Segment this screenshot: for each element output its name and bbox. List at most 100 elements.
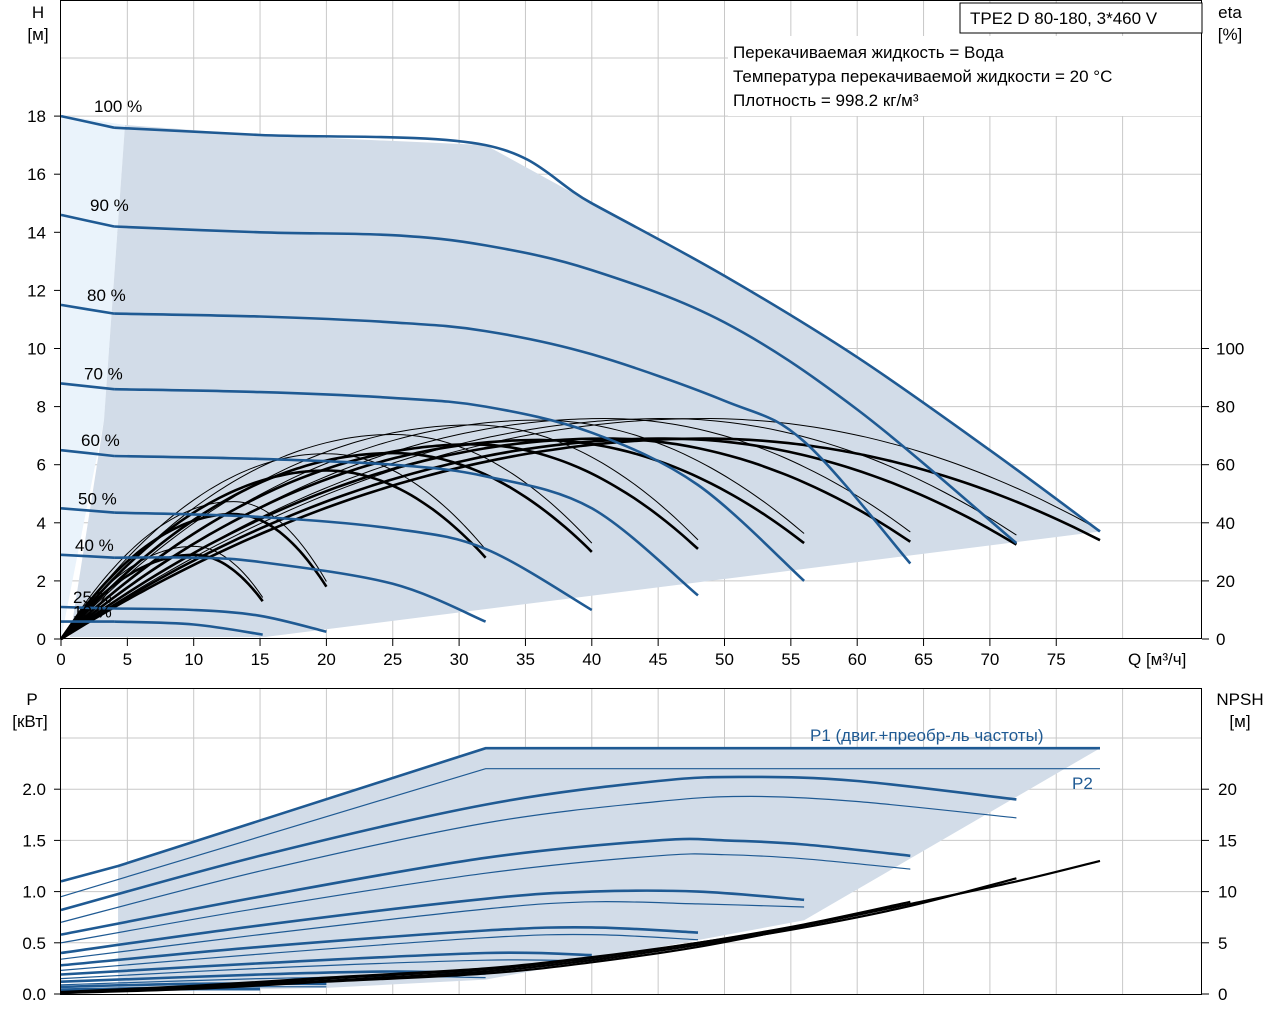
y-left-tick-label: 16 bbox=[27, 165, 46, 184]
y-right-tick-label: 5 bbox=[1218, 934, 1227, 953]
efficiency-curve-thin bbox=[60, 501, 327, 640]
y-left-axis-unit: [кВт] bbox=[12, 712, 47, 731]
head-curve-lead bbox=[60, 507, 115, 514]
y-left-tick-label: 2 bbox=[37, 572, 46, 591]
head-curve bbox=[114, 454, 699, 597]
liquid-info-line: Перекачиваемая жидкость = Вода bbox=[733, 43, 1004, 62]
efficiency-curve bbox=[60, 437, 1101, 641]
p2-curve bbox=[60, 959, 592, 980]
y-right-tick-label: 60 bbox=[1216, 456, 1235, 475]
head-curve bbox=[114, 607, 327, 633]
head-curve bbox=[114, 620, 263, 636]
liquid-info-box bbox=[728, 36, 1201, 116]
head-curve bbox=[114, 387, 805, 582]
speed-label: 80 % bbox=[87, 286, 126, 305]
x-tick-label: 65 bbox=[914, 650, 933, 669]
power-operating-area bbox=[118, 748, 1101, 992]
efficiency-curves bbox=[59, 417, 1101, 641]
y-left-tick-label: 1.5 bbox=[22, 831, 46, 850]
head-chart-frame bbox=[60, 0, 1202, 639]
p2-label: P2 bbox=[1072, 774, 1093, 793]
y-right-tick-label: 10 bbox=[1218, 883, 1237, 902]
speed-label: 60 % bbox=[81, 431, 120, 450]
low-flow-region bbox=[61, 115, 125, 639]
head-curve-lead bbox=[60, 448, 115, 458]
y-right-axis-unit: [м] bbox=[1229, 712, 1250, 731]
head-operating-area bbox=[61, 115, 1101, 639]
x-tick-label: 35 bbox=[516, 650, 535, 669]
head-curve bbox=[114, 225, 1018, 545]
model-box bbox=[959, 2, 1203, 34]
speed-labels: 100 % 90 % 80 % 70 % 60 % 50 % 40 % 25 %10 % bbox=[73, 97, 142, 621]
npsh-curves bbox=[60, 859, 1101, 995]
operating-region bbox=[70, 125, 1101, 637]
y-left-tick-label: 14 bbox=[27, 223, 46, 242]
x-tick-label: 40 bbox=[582, 650, 601, 669]
x-tick-label: 5 bbox=[123, 650, 132, 669]
p1-curve bbox=[60, 926, 699, 967]
x-tick-label: 15 bbox=[251, 650, 270, 669]
head-curve bbox=[114, 556, 487, 623]
p1-max-curve bbox=[60, 746, 1100, 883]
y-left-axis-label: H bbox=[32, 3, 44, 22]
head-curve bbox=[114, 511, 593, 612]
y-right-axis-label: NPSH bbox=[1216, 690, 1263, 709]
head-curves bbox=[60, 114, 1101, 636]
y-right-tick-label: 100 bbox=[1216, 340, 1244, 359]
y-left-tick-label: 1.0 bbox=[22, 883, 46, 902]
npsh-curve bbox=[60, 900, 911, 994]
x-tick-label: 10 bbox=[184, 650, 203, 669]
y-left-tick-label: 0 bbox=[37, 630, 46, 649]
liquid-info-line: Температура перекачиваемой жидкости = 20… bbox=[733, 67, 1112, 86]
x-tick-label: 55 bbox=[781, 650, 800, 669]
speed-label: 70 % bbox=[84, 364, 123, 383]
head-curve-lead bbox=[60, 114, 115, 129]
y-left-tick-label: 6 bbox=[37, 456, 46, 475]
y-right-axis-unit: [%] bbox=[1218, 25, 1243, 44]
x-tick-label: 20 bbox=[317, 650, 336, 669]
p2-curve bbox=[60, 795, 1017, 923]
efficiency-curve bbox=[60, 443, 699, 640]
p1-curve bbox=[60, 837, 911, 936]
head-curve-lead bbox=[60, 382, 115, 391]
efficiency-curve-thin bbox=[60, 417, 911, 640]
liquid-info-line: Плотность = 998.2 кг/м³ bbox=[733, 91, 919, 110]
p1-curve bbox=[60, 951, 592, 976]
x-tick-label: 75 bbox=[1047, 650, 1066, 669]
y-right-tick-label: 0 bbox=[1216, 630, 1225, 649]
head-curve bbox=[114, 126, 1101, 533]
p2-curve bbox=[60, 933, 699, 971]
efficiency-curve-thin bbox=[60, 424, 699, 640]
y-left-axis-label: P bbox=[26, 690, 37, 709]
speed-label: 10 % bbox=[73, 603, 112, 622]
y-left-tick-label: 12 bbox=[27, 281, 46, 300]
speed-label: 40 % bbox=[75, 536, 114, 555]
x-tick-label: 70 bbox=[980, 650, 999, 669]
power-chart-axes: 0.0 0.5 1.0 1.5 2.0 0 5 10 15 20 P [кВт] NPSH [м] bbox=[12, 690, 1263, 1004]
x-tick-label: 45 bbox=[649, 650, 668, 669]
speed-label: 100 % bbox=[94, 97, 142, 116]
y-left-tick-label: 10 bbox=[27, 340, 46, 359]
efficiency-curve bbox=[60, 437, 1018, 641]
power-chart-frame bbox=[60, 688, 1202, 995]
x-tick-label: 0 bbox=[56, 650, 65, 669]
speed-label: 90 % bbox=[90, 196, 129, 215]
y-right-tick-label: 0 bbox=[1218, 985, 1227, 1004]
p2-curve bbox=[60, 853, 911, 944]
y-right-tick-label: 20 bbox=[1218, 780, 1237, 799]
head-curve bbox=[114, 312, 912, 565]
y-right-tick-label: 20 bbox=[1216, 572, 1235, 591]
p2-curve bbox=[60, 901, 805, 960]
efficiency-curve-thin bbox=[60, 417, 1101, 640]
model-label: TPE2 D 80-180, 3*460 V bbox=[970, 9, 1158, 28]
y-right-tick-label: 40 bbox=[1216, 514, 1235, 533]
head-curve-lead bbox=[60, 213, 115, 228]
x-tick-label: 50 bbox=[715, 650, 734, 669]
head-chart-axes: 0 5 10 15 20 25 30 35 40 45 50 55 60 65 70 75 Q [м³/ч]02… bbox=[27, 3, 1244, 669]
power-curves bbox=[60, 746, 1100, 992]
efficiency-curve-thin bbox=[60, 433, 593, 640]
y-left-tick-label: 4 bbox=[37, 514, 46, 533]
y-left-tick-label: 0.5 bbox=[22, 934, 46, 953]
y-left-tick-label: 18 bbox=[27, 107, 46, 126]
